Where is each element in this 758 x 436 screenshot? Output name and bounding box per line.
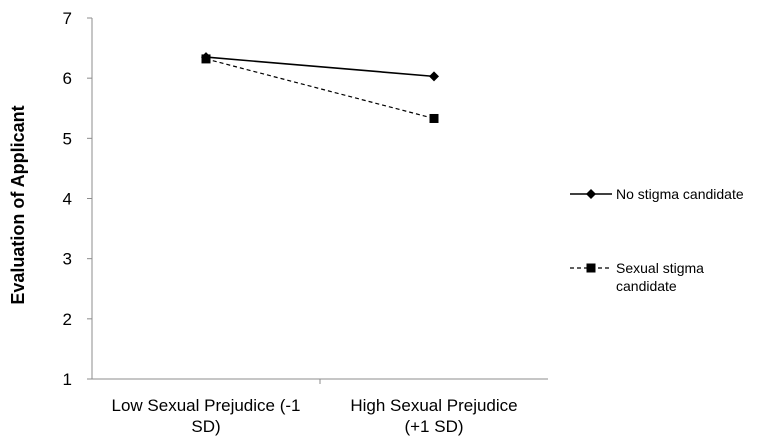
- series-line: [205, 58, 435, 120]
- legend-marker: [586, 263, 596, 273]
- series-sexual-stigma: [201, 54, 439, 123]
- y-tick-label: 4: [63, 190, 72, 209]
- series-line: [205, 56, 435, 78]
- data-point: [429, 71, 439, 82]
- legend-item: No stigma candidate: [570, 186, 744, 202]
- x-category-label-line: (+1 SD): [404, 417, 463, 436]
- legend-label-line: candidate: [616, 278, 677, 294]
- y-axis-title: Evaluation of Applicant: [8, 105, 28, 304]
- y-tick-label: 7: [63, 9, 72, 28]
- x-category-label-line: Low Sexual Prejudice (-1: [112, 396, 301, 415]
- x-category-label-line: High Sexual Prejudice: [350, 396, 517, 415]
- y-tick-label: 5: [63, 129, 72, 148]
- legend-item: Sexual stigma candidate: [570, 260, 704, 294]
- x-category-label: Low Sexual Prejudice (-1 SD): [112, 396, 301, 436]
- data-point: [429, 113, 439, 123]
- data-point: [201, 54, 211, 64]
- legend-label: Sexual stigma candidate: [616, 260, 704, 294]
- y-tick-label: 3: [63, 250, 72, 269]
- legend-label-line: Sexual stigma: [616, 260, 704, 276]
- legend: No stigma candidate Sexual stigma candidat…: [570, 186, 744, 294]
- legend-marker: [586, 189, 596, 199]
- legend-label: No stigma candidate: [616, 186, 744, 202]
- legend-label-line: No stigma candidate: [616, 186, 744, 202]
- axes: [91, 18, 548, 380]
- x-category-label-line: SD): [191, 417, 220, 436]
- y-tick-label: 6: [63, 69, 72, 88]
- y-tick-label: 2: [63, 310, 72, 329]
- x-ticks: Low Sexual Prejudice (-1 SD) High Sexual P…: [112, 379, 518, 436]
- y-tick-label: 1: [63, 370, 72, 389]
- x-category-label: High Sexual Prejudice (+1 SD): [350, 396, 517, 436]
- series-layer: [201, 52, 439, 123]
- y-ticks: 1 2 3 4 5 6 7: [63, 9, 92, 389]
